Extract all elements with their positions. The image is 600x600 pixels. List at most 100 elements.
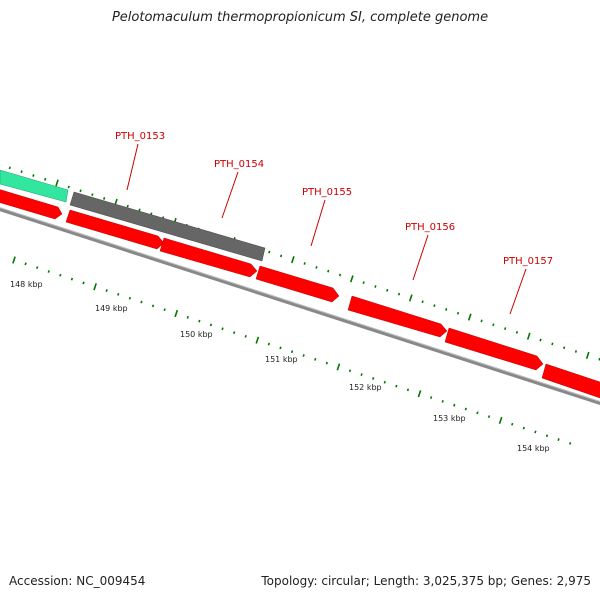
gene-labels: PTH_0153 PTH_0154 PTH_0155 PTH_0156 PTH_… bbox=[115, 131, 553, 315]
major-tick bbox=[417, 390, 422, 398]
minor-tick bbox=[569, 441, 572, 445]
minor-tick bbox=[36, 266, 39, 270]
gene-left-partial[interactable] bbox=[0, 189, 63, 220]
gene-pth-0154[interactable] bbox=[65, 209, 165, 250]
minor-tick bbox=[476, 411, 479, 415]
gene-pth-0157a[interactable] bbox=[347, 295, 448, 338]
minor-tick bbox=[138, 208, 141, 212]
minor-tick bbox=[515, 331, 519, 334]
minor-tick bbox=[464, 407, 468, 411]
major-tick bbox=[349, 275, 354, 283]
kbp-label: 153 kbp bbox=[433, 414, 466, 423]
gene-label[interactable]: PTH_0157 bbox=[503, 256, 553, 267]
label-leader bbox=[221, 171, 239, 219]
gene-pth-0156[interactable] bbox=[255, 265, 340, 303]
minor-tick bbox=[445, 308, 448, 311]
minor-tick bbox=[539, 338, 542, 342]
minor-tick bbox=[209, 323, 213, 327]
inner-tick-ring bbox=[12, 256, 572, 445]
gene-pth-0155[interactable] bbox=[159, 237, 258, 278]
gene-label[interactable]: PTH_0153 bbox=[115, 131, 165, 142]
kbp-label: 148 kbp bbox=[10, 280, 43, 289]
minor-tick bbox=[163, 308, 166, 312]
genome-backbone-highlight bbox=[0, 207, 600, 402]
minor-tick bbox=[557, 438, 560, 441]
minor-tick bbox=[338, 273, 342, 277]
minor-tick bbox=[433, 304, 436, 308]
major-tick bbox=[585, 351, 590, 359]
minor-tick bbox=[314, 357, 317, 361]
minor-tick bbox=[279, 254, 283, 258]
major-tick bbox=[55, 179, 59, 187]
minor-tick bbox=[534, 430, 537, 434]
minor-tick bbox=[126, 204, 129, 208]
kbp-label: 150 kbp bbox=[180, 330, 213, 339]
minor-tick bbox=[545, 434, 549, 438]
minor-tick bbox=[511, 422, 514, 426]
minor-tick bbox=[453, 403, 456, 407]
minor-tick bbox=[386, 288, 389, 292]
minor-tick bbox=[372, 377, 375, 380]
minor-tick bbox=[268, 250, 271, 254]
minor-tick bbox=[362, 281, 365, 285]
major-tick bbox=[93, 283, 97, 291]
minor-tick bbox=[47, 270, 50, 273]
major-tick bbox=[291, 256, 295, 264]
minor-tick bbox=[117, 292, 120, 296]
gene-pth-0153[interactable] bbox=[69, 191, 266, 262]
minor-tick bbox=[140, 300, 143, 304]
label-leader bbox=[509, 268, 527, 315]
minor-tick bbox=[186, 315, 189, 319]
minor-tick bbox=[406, 388, 410, 392]
minor-tick bbox=[8, 166, 11, 170]
minor-tick bbox=[290, 350, 294, 354]
gene-label[interactable]: PTH_0154 bbox=[214, 159, 264, 170]
minor-tick bbox=[128, 296, 131, 300]
minor-tick bbox=[574, 350, 578, 353]
gene-label[interactable]: PTH_0156 bbox=[405, 222, 455, 233]
minor-tick bbox=[59, 273, 62, 277]
minor-tick bbox=[397, 292, 401, 296]
minor-tick bbox=[279, 346, 282, 350]
minor-tick bbox=[325, 361, 328, 365]
minor-tick bbox=[24, 262, 27, 266]
kbp-label: 149 kbp bbox=[95, 304, 128, 313]
map-title: Pelotomaculum thermopropionicum SI, comp… bbox=[111, 10, 489, 25]
major-tick bbox=[336, 363, 341, 371]
minor-tick bbox=[348, 369, 352, 373]
minor-tick bbox=[70, 277, 74, 281]
gene-pth-0157b[interactable] bbox=[444, 327, 544, 371]
label-leader bbox=[126, 143, 139, 191]
minor-tick bbox=[20, 170, 23, 174]
rna-gene[interactable] bbox=[0, 169, 69, 203]
minor-tick bbox=[91, 193, 94, 197]
minor-tick bbox=[233, 331, 236, 334]
major-tick bbox=[255, 336, 260, 344]
major-tick bbox=[174, 309, 179, 318]
minor-tick bbox=[487, 415, 491, 419]
minor-tick bbox=[44, 177, 47, 181]
minor-tick bbox=[82, 281, 85, 285]
minor-tick bbox=[103, 197, 106, 200]
minor-tick bbox=[421, 300, 424, 304]
minor-tick bbox=[315, 265, 318, 269]
minor-tick bbox=[429, 396, 433, 399]
major-tick bbox=[467, 313, 472, 321]
kbp-label: 151 kbp bbox=[265, 355, 298, 364]
gene-label[interactable]: PTH_0155 bbox=[302, 187, 352, 198]
minor-tick bbox=[480, 319, 483, 323]
genome-summary-text: Topology: circular; Length: 3,025,375 bp… bbox=[261, 574, 591, 588]
minor-tick bbox=[327, 269, 330, 273]
minor-tick bbox=[504, 327, 507, 330]
minor-tick bbox=[522, 426, 525, 430]
gene-right-partial[interactable] bbox=[541, 363, 600, 400]
kbp-label: 154 kbp bbox=[517, 444, 550, 453]
minor-tick bbox=[395, 384, 398, 388]
minor-tick bbox=[551, 342, 554, 346]
major-tick bbox=[498, 416, 503, 425]
label-leader bbox=[412, 234, 429, 281]
minor-tick bbox=[79, 189, 82, 193]
minor-tick bbox=[456, 311, 460, 315]
minor-tick bbox=[492, 323, 495, 327]
